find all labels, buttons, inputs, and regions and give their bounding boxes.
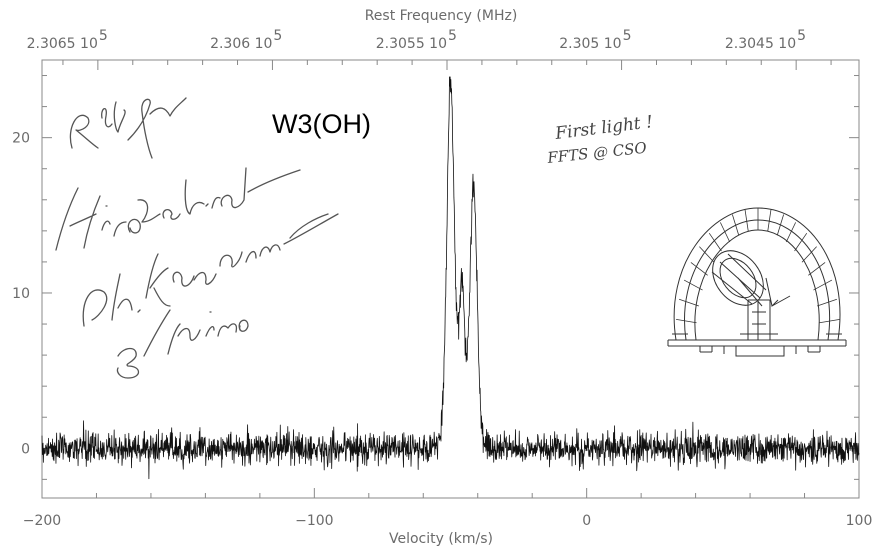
plot-frame [41,59,860,499]
logo-brick-line [699,246,715,263]
top-tick-exponent: 5 [273,28,282,44]
logo-brick-line [683,279,703,291]
top-tick-label: 2.3065 10 [27,36,98,52]
logo-brick-line [690,262,708,276]
x-axis-ticks: −200 −100 0 100 [23,488,873,529]
top-tick-label: 2.3045 10 [725,36,796,52]
logo-brick-line [808,262,826,276]
source-label: W3(OH) [272,109,371,139]
logo-brick-line [767,209,772,232]
top-tick-exponent: 5 [623,28,632,44]
logo-brick-line [813,279,833,291]
y-tick-label: 20 [12,131,30,147]
x-tick-label: −100 [295,513,333,529]
top-tick-exponent: 5 [448,28,457,44]
logo-brick-line [785,222,797,243]
top-tick-label: 2.305 10 [559,36,621,52]
logo-brick-line [678,298,699,307]
top-tick-exponent: 5 [797,28,806,44]
logo-brick-line [708,232,722,252]
x-tick-label: −200 [23,513,61,529]
logo-brick-line [801,246,817,263]
top-tick-label: 2.3055 10 [376,36,447,52]
y-axis-ticks: 0 10 20 [12,75,859,480]
x-tick-label: 0 [582,513,591,529]
y-tick-label: 10 [12,286,30,302]
logo-brick-line [719,222,731,243]
x-axis-title: Velocity (km/s) [389,531,493,547]
top-tick-exponent: 5 [99,28,108,44]
logo-brick-line [794,232,808,252]
y-tick-label: 0 [21,441,30,457]
logo-brick-line [744,209,749,232]
observatory-logo [667,207,847,357]
top-axis-title: Rest Frequency (MHz) [365,8,518,24]
logo-brick-line [819,318,840,324]
top-tick-label: 2.306 10 [210,36,272,52]
top-axis-ticks: 2.3065 10 5 2.306 10 5 2.3055 10 5 2.305 10 5 2.… [27,28,832,70]
logo-brick-line [817,298,838,307]
spectrum-line [41,76,860,480]
logo-brick-line [731,214,740,236]
x-tick-label: 100 [846,513,873,529]
logo-brick-line [676,318,697,324]
handwritten-signatures [55,97,339,379]
logo-brick-line [776,214,785,236]
